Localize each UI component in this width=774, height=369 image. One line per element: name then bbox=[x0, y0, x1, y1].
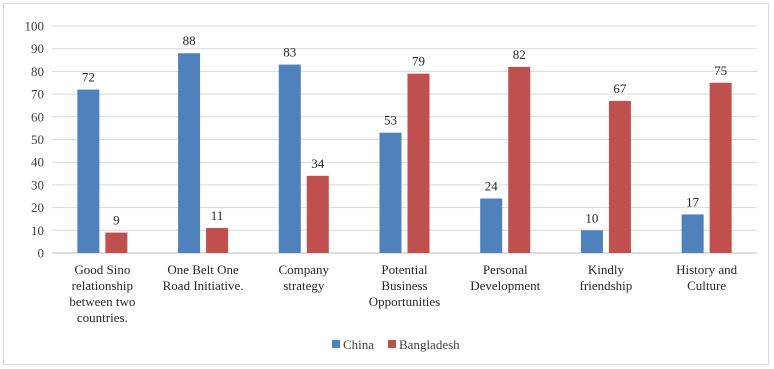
category-label-line: Business bbox=[381, 278, 427, 293]
category-label-line: relationship bbox=[72, 278, 133, 293]
category-label-line: friendship bbox=[580, 278, 633, 293]
bar-china-3 bbox=[278, 64, 301, 253]
data-labels: 72 9 88 11 83 34 53 79 24 82 10 67 17 75 bbox=[82, 33, 727, 227]
bar-bangladesh-2 bbox=[206, 228, 229, 253]
data-label: 17 bbox=[686, 194, 700, 209]
bar-china-5 bbox=[480, 198, 503, 253]
gridlines bbox=[52, 25, 757, 254]
y-tick-label: 40 bbox=[31, 155, 44, 170]
y-axis-ticks: 0 10 20 30 40 50 60 70 80 90 100 bbox=[25, 19, 45, 261]
y-tick-label: 30 bbox=[31, 177, 44, 192]
bar-bangladesh-6 bbox=[608, 100, 631, 253]
category-label-line: countries. bbox=[77, 310, 128, 325]
data-label: 79 bbox=[412, 54, 425, 69]
y-tick-label: 80 bbox=[31, 64, 44, 79]
legend: China Bangladesh bbox=[332, 337, 460, 352]
y-tick-label: 0 bbox=[38, 246, 45, 261]
category-label: Good Sino relationship between two countrie… bbox=[69, 262, 135, 325]
data-label: 34 bbox=[311, 156, 325, 171]
category-label: Company strategy bbox=[279, 262, 330, 293]
legend-swatch-china bbox=[332, 340, 340, 348]
data-label: 53 bbox=[384, 113, 397, 128]
category-label-line: Personal bbox=[483, 262, 528, 277]
y-tick-label: 70 bbox=[31, 87, 44, 102]
data-label: 82 bbox=[513, 47, 526, 62]
bar-china-1 bbox=[77, 89, 100, 253]
category-label-line: Company bbox=[279, 262, 330, 277]
bar-china-6 bbox=[580, 230, 603, 253]
legend-label-bangladesh: Bangladesh bbox=[399, 337, 460, 352]
y-tick-label: 60 bbox=[31, 109, 44, 124]
y-tick-label: 100 bbox=[25, 19, 45, 34]
category-label: Kindly friendship bbox=[580, 262, 633, 293]
y-tick-label: 50 bbox=[31, 132, 44, 147]
y-tick-label: 90 bbox=[31, 41, 44, 56]
legend-label-china: China bbox=[343, 337, 374, 352]
data-label: 24 bbox=[485, 179, 499, 194]
y-tick-label: 10 bbox=[31, 223, 44, 238]
y-tick-label: 20 bbox=[31, 200, 44, 215]
data-label: 9 bbox=[113, 213, 120, 228]
chart-frame bbox=[3, 3, 769, 365]
bar-bangladesh-4 bbox=[407, 73, 430, 253]
category-label: One Belt One Road Initiative. bbox=[163, 262, 244, 293]
category-label-line: strategy bbox=[283, 278, 325, 293]
category-label: Potential Business Opportunities bbox=[369, 262, 441, 309]
legend-swatch-bangladesh bbox=[388, 340, 396, 348]
category-label-line: Culture bbox=[687, 278, 726, 293]
category-label: History and Culture bbox=[676, 262, 738, 293]
x-axis-categories: Good Sino relationship between two countrie… bbox=[69, 262, 737, 325]
category-label-line: Opportunities bbox=[369, 294, 441, 309]
category-label-line: Kindly bbox=[588, 262, 625, 277]
data-label: 11 bbox=[211, 208, 224, 223]
bar-bangladesh-1 bbox=[105, 232, 128, 253]
category-label-line: Potential bbox=[381, 262, 428, 277]
bars bbox=[77, 53, 732, 253]
data-label: 67 bbox=[613, 81, 627, 96]
category-label-line: History and bbox=[676, 262, 738, 277]
data-label: 75 bbox=[714, 63, 727, 78]
data-label: 83 bbox=[283, 45, 296, 60]
category-label-line: Good Sino bbox=[74, 262, 130, 277]
data-label: 10 bbox=[585, 210, 598, 225]
category-label-line: Development bbox=[470, 278, 540, 293]
category-label-line: Road Initiative. bbox=[163, 278, 244, 293]
bar-bangladesh-3 bbox=[306, 175, 329, 253]
bar-bangladesh-5 bbox=[508, 66, 531, 253]
category-label-line: between two bbox=[69, 294, 135, 309]
bar-china-7 bbox=[681, 214, 704, 253]
category-label-line: One Belt One bbox=[167, 262, 239, 277]
bar-china-2 bbox=[178, 53, 201, 253]
bar-china-4 bbox=[379, 132, 402, 253]
category-label: Personal Development bbox=[470, 262, 540, 293]
data-label: 88 bbox=[183, 33, 196, 48]
data-label: 72 bbox=[82, 70, 95, 85]
bar-bangladesh-7 bbox=[709, 82, 732, 253]
